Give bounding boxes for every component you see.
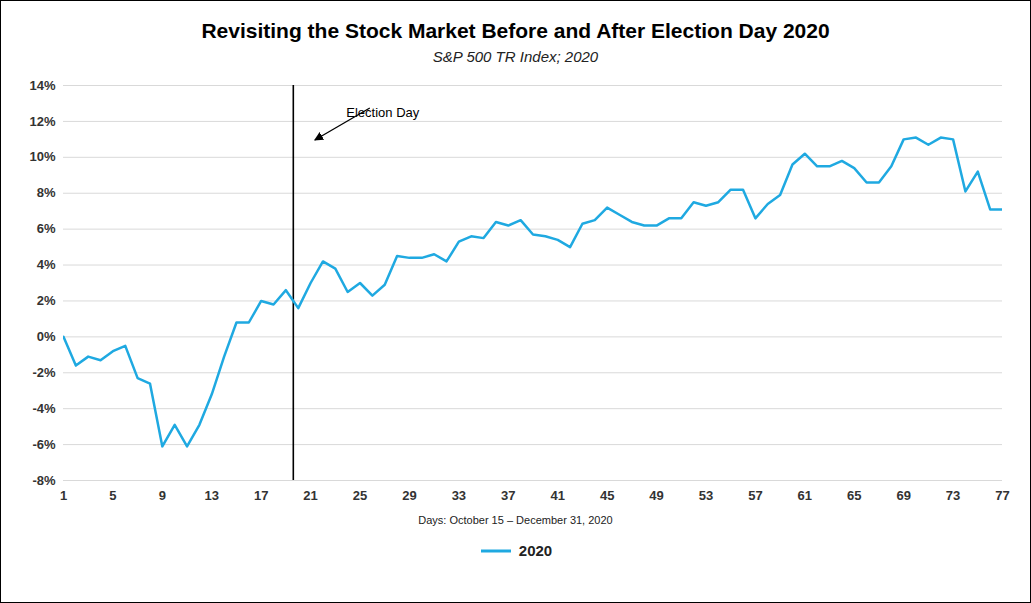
svg-text:49: 49 [649, 488, 663, 503]
svg-text:45: 45 [600, 488, 614, 503]
html-text:Days: October 15 – December 31: Days: October 15 – December 31, 2020 [418, 514, 613, 526]
svg-text:-8%: -8% [32, 473, 56, 488]
svg-text:69: 69 [896, 488, 910, 503]
svg-text:2%: 2% [37, 293, 56, 308]
svg-text:12%: 12% [29, 114, 55, 129]
svg-text:41: 41 [550, 488, 564, 503]
svg-text:8%: 8% [37, 185, 56, 200]
svg-text:25: 25 [353, 488, 367, 503]
svg-text:-2%: -2% [32, 365, 56, 380]
svg-text:73: 73 [946, 488, 960, 503]
svg-text:65: 65 [847, 488, 861, 503]
svg-text:77: 77 [995, 488, 1009, 503]
svg-text:17: 17 [254, 488, 268, 503]
svg-text:57: 57 [748, 488, 762, 503]
svg-text:10%: 10% [29, 149, 55, 164]
html-text:S&P 500 TR Index; 2020: S&P 500 TR Index; 2020 [432, 48, 599, 65]
html-text:Revisiting the Stock Market Be: Revisiting the Stock Market Before and A… [201, 19, 830, 42]
svg-text:29: 29 [402, 488, 416, 503]
svg-text:37: 37 [501, 488, 515, 503]
svg-text:-4%: -4% [32, 401, 56, 416]
svg-text:1: 1 [60, 488, 67, 503]
html-text:2020: 2020 [518, 542, 553, 559]
svg-text:-6%: -6% [32, 437, 56, 452]
svg-text:61: 61 [798, 488, 812, 503]
svg-text:14%: 14% [29, 78, 55, 93]
svg-text:5: 5 [109, 488, 116, 503]
svg-text:Election Day: Election Day [346, 105, 419, 120]
svg-text:53: 53 [699, 488, 713, 503]
svg-text:9: 9 [159, 488, 166, 503]
svg-text:13: 13 [205, 488, 219, 503]
svg-text:0%: 0% [37, 329, 56, 344]
svg-text:33: 33 [452, 488, 466, 503]
svg-text:6%: 6% [37, 221, 56, 236]
svg-text:21: 21 [303, 488, 317, 503]
svg-text:4%: 4% [37, 257, 56, 272]
